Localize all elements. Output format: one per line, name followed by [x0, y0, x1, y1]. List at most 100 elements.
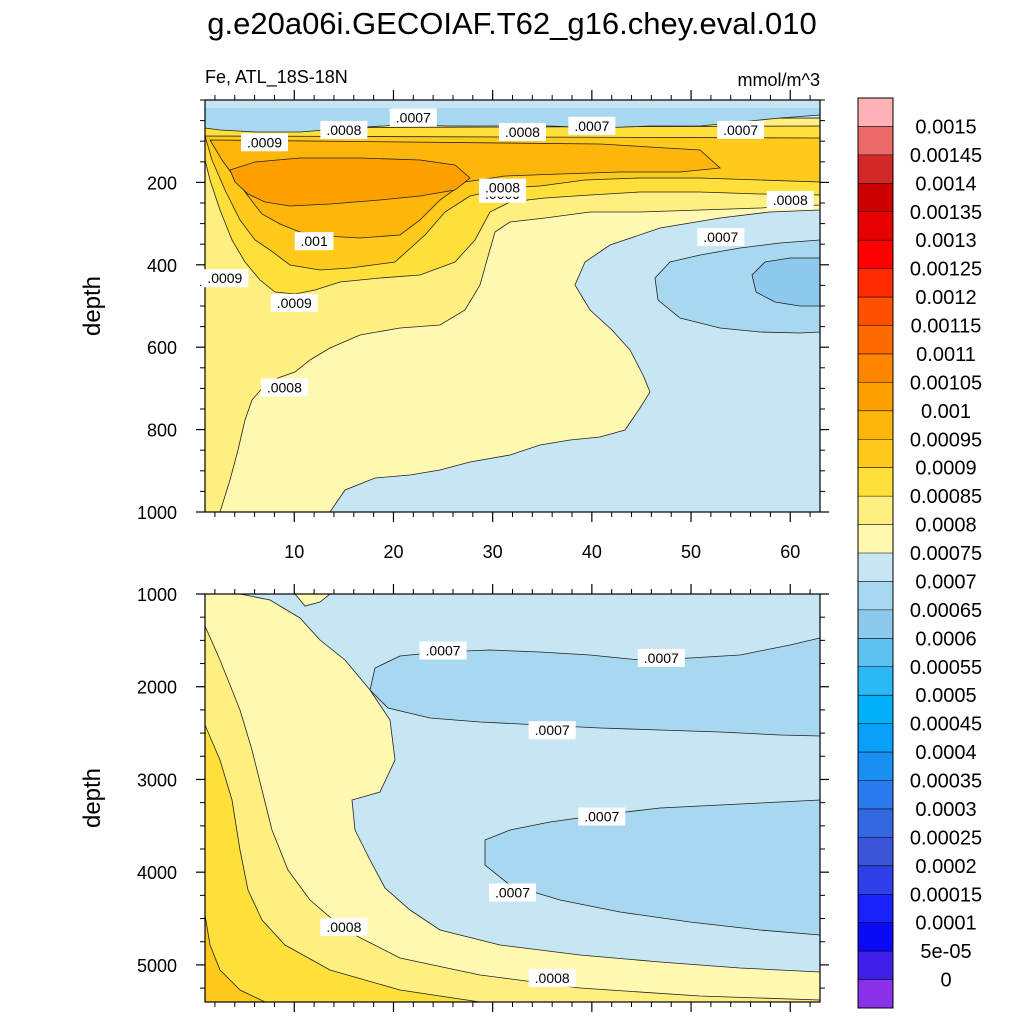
chart-title: g.e20a06i.GECOIAF.T62_g16.chey.eval.010: [207, 6, 816, 41]
contour-label-text: .0008: [485, 180, 520, 196]
colorbar-swatch: [858, 211, 893, 241]
contour-label: .0008: [498, 122, 546, 141]
colorbar-label: 0.00115: [911, 316, 982, 338]
contour-label: .0008: [320, 917, 368, 936]
contour-label-text: .0007: [584, 808, 619, 824]
colorbar-swatch: [858, 467, 893, 497]
colorbar-swatch: [858, 325, 893, 355]
contour-label-text: .0009: [277, 295, 312, 311]
colorbar-swatch: [858, 752, 893, 781]
colorbar-swatch: [858, 780, 893, 810]
bottom-x-axis: [214, 584, 811, 1012]
contour-label: .0009: [201, 269, 249, 288]
contour-label: .0007: [389, 108, 437, 127]
contour-label: .0007: [419, 641, 467, 660]
y-tick-label: 2000: [137, 678, 177, 698]
top-y-axis: 200 400 600 800 1000: [137, 99, 829, 523]
colorbar-label: 0.0008: [915, 515, 976, 537]
contour-label-bg: [201, 269, 249, 288]
top-contour-fill: [205, 100, 820, 512]
x-tick-label: 20: [383, 542, 403, 562]
contour-label-bg: [528, 968, 576, 987]
colorbar-swatch: [858, 240, 893, 270]
x-tick-label: 60: [780, 542, 800, 562]
x-tick-label: 10: [284, 542, 304, 562]
y-tick-label: 1000: [137, 503, 177, 523]
colorbar-label: 0.0014: [915, 173, 976, 195]
colorbar-label: 0.00035: [910, 771, 982, 793]
contour-label-text: .0008: [326, 919, 361, 935]
colorbar-label: 0: [940, 970, 951, 992]
y-tick-label: 3000: [137, 770, 177, 790]
colorbar-swatch: [858, 183, 893, 213]
bottom-contour-labels: .0007 .0007 .0007 .0007 .0007 .0008 .0008: [320, 641, 685, 987]
contour-label: .0007: [697, 228, 745, 247]
y-tick-label: 400: [147, 256, 177, 276]
colorbar-label: 0.00095: [910, 429, 982, 451]
contour-label-bg: [479, 178, 527, 197]
contour-label-bg: [578, 807, 626, 826]
y-tick-label: 200: [147, 173, 177, 193]
colorbar-swatch: [858, 922, 893, 952]
colorbar-swatch: [858, 297, 893, 326]
colorbar-label: 0.0001: [915, 913, 976, 935]
colorbar-label: 0.00085: [910, 486, 982, 508]
colorbar-label: 0.0009: [915, 458, 976, 480]
colorbar-swatch: [858, 524, 893, 554]
contour-label-text: .0008: [267, 379, 302, 395]
colorbar-swatch: [858, 496, 893, 525]
colorbar-swatch: [858, 808, 893, 838]
contour-label-bg: [320, 917, 368, 936]
contour-label-text: .0007: [723, 122, 758, 138]
contour-label: .0008: [528, 968, 576, 987]
colorbar-label: 0.00105: [910, 372, 982, 394]
top-panel: Fe, ATL_18S-18N mmol/m^3 200 40: [79, 67, 829, 562]
colorbar-label: 0.00065: [910, 600, 982, 622]
contour-label-bg: [637, 648, 685, 667]
colorbar-label: 0.0012: [915, 287, 976, 309]
colorbar-label: 0.0003: [915, 799, 976, 821]
colorbar-label: 0.0007: [915, 571, 976, 593]
colorbar-label: 0.00125: [910, 259, 982, 281]
contour-label-text: .0008: [326, 122, 361, 138]
contour-label-text: .0007: [644, 650, 679, 666]
y-tick-label: 800: [147, 421, 177, 441]
contour-label: .001: [294, 232, 334, 251]
contour-label: .0007: [578, 807, 626, 826]
colorbar-swatch: [858, 126, 893, 156]
colorbar-label: 0.00075: [910, 543, 982, 565]
x-tick-label: 50: [681, 542, 701, 562]
contour-label: .0008: [320, 120, 368, 139]
colorbar-swatch: [858, 695, 893, 725]
contour-label-bg: [489, 883, 536, 902]
contour-label: .0008: [479, 178, 527, 197]
colorbar-swatch: [858, 382, 893, 412]
colorbar-label: 0.00135: [910, 202, 982, 224]
contour-label-bg: [766, 190, 814, 209]
contour-label-bg: [419, 641, 467, 660]
contour-label-text: .0007: [396, 110, 431, 126]
contour-label-text: .0008: [535, 970, 570, 986]
contour-label-text: .0007: [495, 885, 530, 901]
colorbar-label: 0.0015: [915, 116, 976, 138]
colorbar-swatch: [858, 439, 893, 469]
x-tick-label: 40: [582, 542, 602, 562]
colorbar-swatch: [858, 98, 893, 127]
contour-label-bg: [697, 228, 745, 247]
colorbar-swatch: [858, 723, 893, 753]
contour-label: .0009: [270, 293, 318, 312]
y-tick-label: 4000: [137, 863, 177, 883]
colorbar-label: 0.00145: [910, 145, 982, 167]
contour-label-text: .0007: [703, 229, 738, 245]
contour-label-bg: [294, 232, 334, 251]
colorbar-frame: [857, 97, 894, 1009]
colorbar-swatch: [858, 837, 893, 867]
colorbar-swatch: [858, 666, 893, 696]
contour-label-text: .0008: [505, 124, 540, 140]
bottom-y-axis-label: depth: [79, 768, 106, 828]
colorbar-swatch: [858, 638, 893, 668]
colorbar-label: 0.0011: [916, 344, 976, 366]
contour-label: .0007: [489, 883, 536, 902]
contour-label-text: .0007: [426, 642, 461, 658]
contour-label-bg: [260, 378, 308, 397]
